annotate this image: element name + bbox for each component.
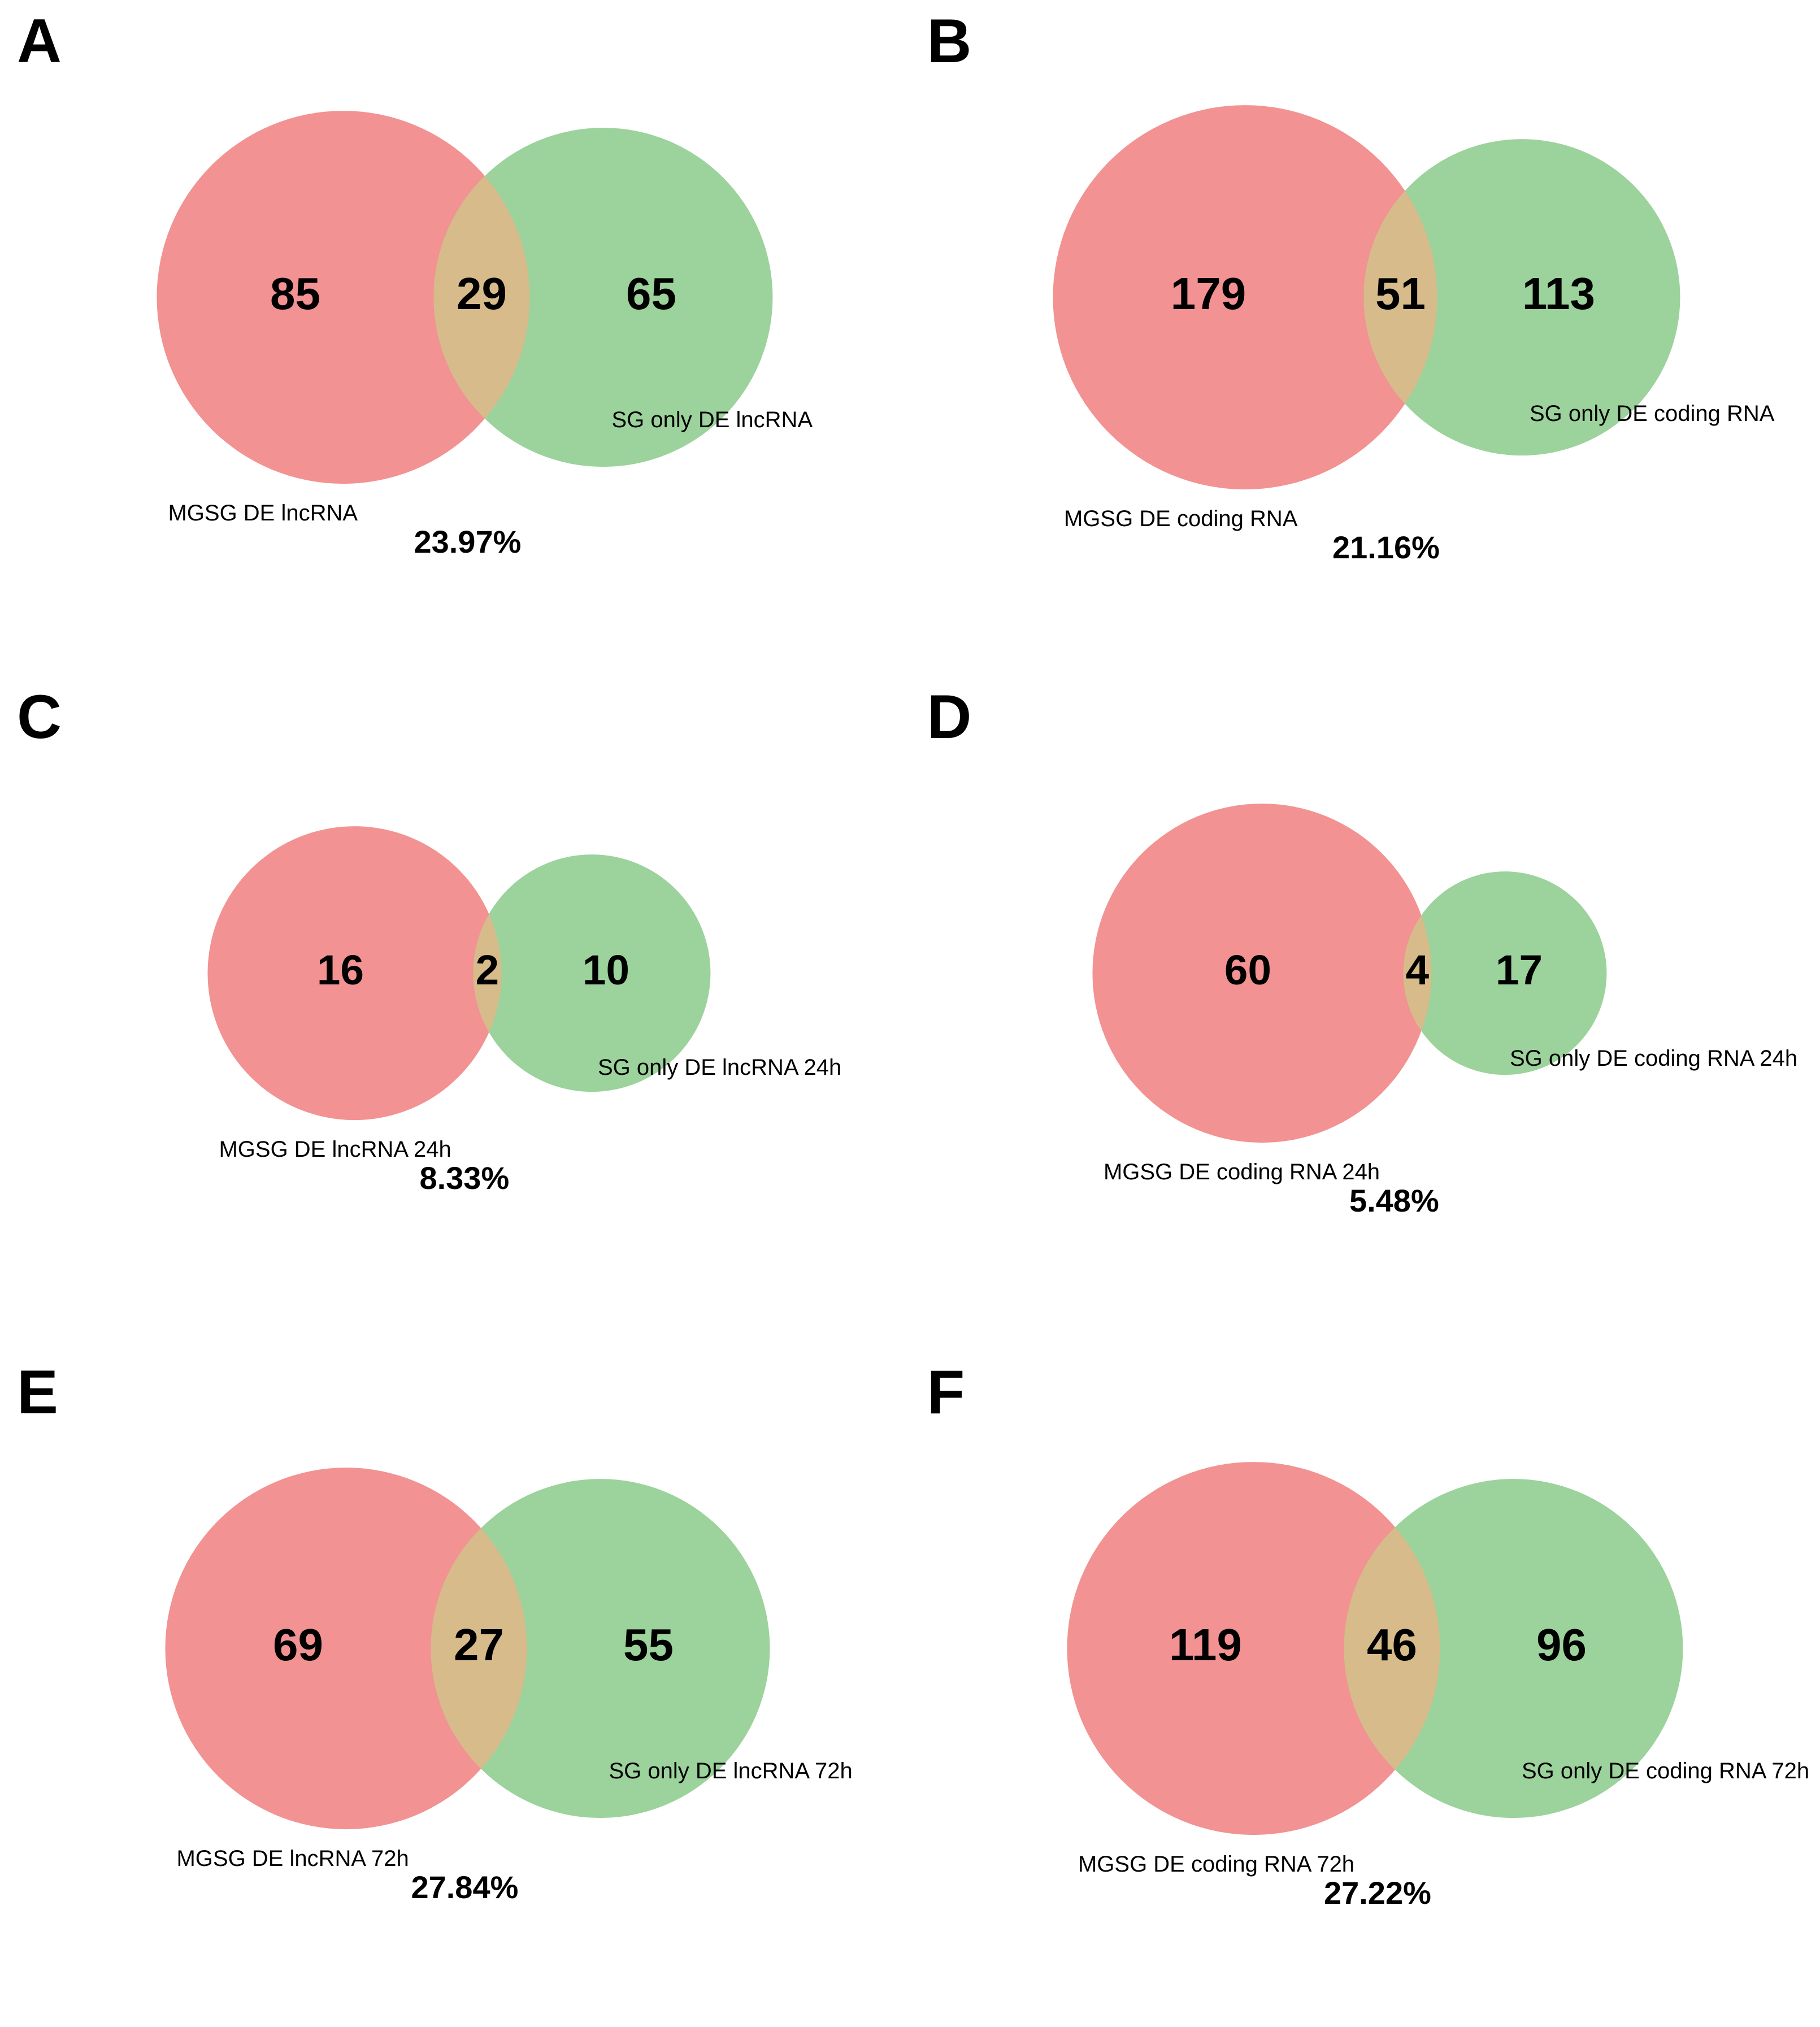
venn-overlap-percent: 5.48% (1349, 1182, 1439, 1219)
venn-right-label: SG only DE lncRNA 24h (598, 1055, 841, 1080)
venn-right-count: 10 (583, 945, 629, 993)
venn-left-count: 16 (317, 945, 364, 993)
venn-left-label: MGSG DE lncRNA 24h (219, 1137, 451, 1162)
venn-diagram: 179 51 113 (910, 0, 1820, 676)
venn-left-label: MGSG DE lncRNA (168, 501, 358, 526)
venn-overlap-count: 27 (454, 1620, 504, 1670)
venn-left-count: 60 (1224, 945, 1271, 993)
venn-overlap-percent: 8.33% (419, 1160, 509, 1196)
venn-right-label: SG only DE lncRNA (611, 407, 813, 433)
venn-overlap-count: 4 (1405, 945, 1429, 993)
venn-left-count: 69 (273, 1620, 323, 1670)
venn-diagram: 60 4 17 (910, 676, 1820, 1352)
panel-c: C16210MGSG DE lncRNA 24hSG only DE lncRN… (0, 676, 910, 1352)
venn-overlap-percent: 27.84% (411, 1869, 518, 1906)
venn-left-label: MGSG DE coding RNA 24h (1104, 1160, 1380, 1185)
panel-e: E692755MGSG DE lncRNA 72hSG only DE lncR… (0, 1351, 910, 2027)
venn-overlap-count: 2 (476, 945, 499, 993)
venn-left-label: MGSG DE coding RNA (1064, 506, 1297, 532)
venn-diagram: 69 27 55 (0, 1351, 910, 2027)
venn-diagram: 16 2 10 (0, 676, 910, 1352)
venn-overlap-count: 29 (457, 268, 507, 319)
panel-d: D60417MGSG DE coding RNA 24hSG only DE c… (910, 676, 1820, 1352)
panel-f: F1194696MGSG DE coding RNA 72hSG only DE… (910, 1351, 1820, 2027)
venn-right-count: 96 (1536, 1620, 1586, 1670)
figure-root: A852965MGSG DE lncRNASG only DE lncRNA23… (0, 0, 1820, 2027)
venn-right-count: 65 (626, 268, 676, 319)
venn-right-label: SG only DE coding RNA 24h (1510, 1046, 1797, 1071)
venn-left-count: 119 (1169, 1620, 1241, 1670)
venn-left-count: 85 (270, 268, 320, 319)
venn-left-count: 179 (1170, 268, 1245, 319)
venn-right-label: SG only DE coding RNA (1530, 401, 1775, 427)
venn-diagram: 119 46 96 (910, 1351, 1820, 2027)
venn-right-count: 17 (1495, 945, 1542, 993)
venn-left-label: MGSG DE coding RNA 72h (1078, 1852, 1354, 1877)
venn-diagram: 85 29 65 (0, 0, 910, 676)
venn-right-label: SG only DE lncRNA 72h (609, 1759, 852, 1784)
venn-overlap-percent: 27.22% (1324, 1874, 1431, 1911)
venn-overlap-count: 46 (1366, 1620, 1417, 1670)
venn-left-label: MGSG DE lncRNA 72h (176, 1846, 409, 1872)
panel-b: B17951113MGSG DE coding RNASG only DE co… (910, 0, 1820, 676)
venn-right-label: SG only DE coding RNA 72h (1522, 1759, 1809, 1784)
venn-overlap-count: 51 (1375, 268, 1425, 319)
venn-overlap-percent: 23.97% (414, 523, 521, 560)
venn-right-count: 113 (1522, 268, 1595, 319)
venn-right-count: 55 (623, 1620, 674, 1670)
venn-overlap-percent: 21.16% (1332, 529, 1440, 566)
panel-a: A852965MGSG DE lncRNASG only DE lncRNA23… (0, 0, 910, 676)
